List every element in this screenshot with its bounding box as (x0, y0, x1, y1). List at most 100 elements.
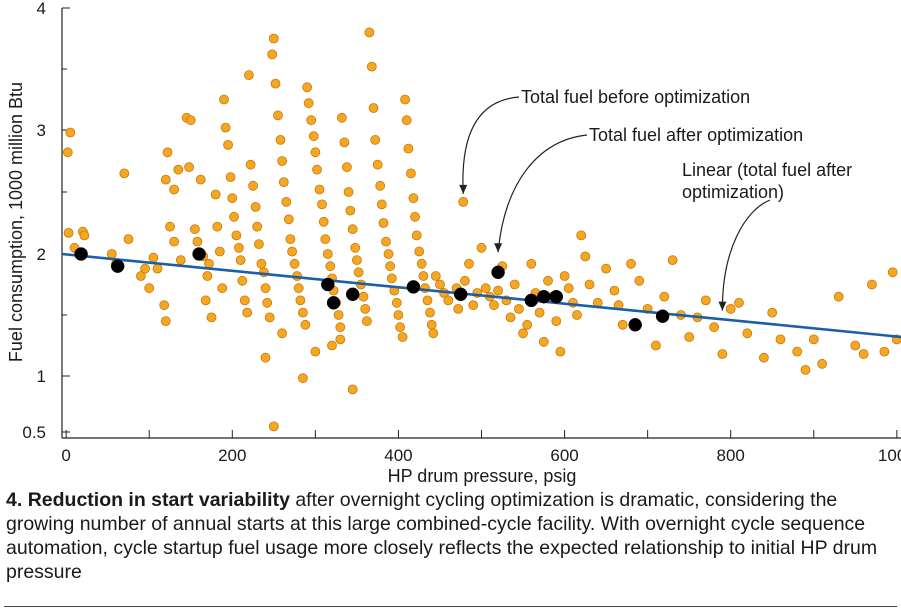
data-point-before (867, 279, 877, 290)
annotation-before: Total fuel before optimization (521, 87, 750, 107)
data-point-before (358, 291, 369, 302)
data-point-before (200, 295, 211, 306)
data-point-before (278, 177, 289, 188)
data-point-before (243, 70, 254, 80)
data-point-after (321, 277, 335, 292)
data-point-before (393, 310, 404, 320)
data-point-before (430, 271, 441, 281)
data-point-before (283, 214, 294, 225)
data-point-before (65, 127, 76, 138)
data-point-before (817, 358, 827, 369)
data-point-before (343, 187, 354, 197)
data-point-before (302, 82, 313, 93)
data-point-before (386, 273, 397, 284)
data-point-before (339, 137, 350, 148)
data-point-before (325, 261, 336, 272)
data-point-before (277, 328, 288, 339)
y-tick-labels: 0.5 1 2 3 4 (22, 0, 46, 442)
data-point-before (318, 216, 329, 227)
figure-caption: 4. Reduction in start variability after … (6, 488, 898, 584)
data-point-before (551, 316, 562, 327)
data-point-before (333, 310, 344, 320)
data-point-before (717, 349, 728, 359)
data-point-before (310, 147, 321, 158)
data-point-before (364, 27, 375, 38)
x-tick-label: 0 (61, 446, 70, 465)
data-point-before (634, 275, 645, 286)
data-point-before (601, 263, 611, 274)
data-point-before (360, 303, 371, 314)
data-point-before (372, 159, 383, 170)
data-point-before (414, 246, 425, 257)
data-point-before (428, 328, 439, 339)
data-point-before (173, 164, 184, 175)
data-point-before (514, 303, 524, 314)
data-point-before (351, 255, 362, 266)
data-point-before (347, 384, 358, 395)
data-point-after (326, 296, 341, 310)
data-point-before (350, 242, 361, 253)
data-point-before (391, 297, 402, 308)
data-point-before (297, 373, 308, 384)
data-point-after (406, 280, 421, 294)
data-point-before (162, 147, 173, 158)
data-point-before (227, 193, 238, 204)
data-point-before (206, 312, 217, 323)
data-point-before (303, 98, 314, 109)
data-point-before (563, 283, 574, 294)
data-point-before (165, 221, 175, 232)
data-point-before (453, 303, 464, 314)
data-point-after (110, 259, 125, 273)
data-point-before (184, 162, 195, 173)
x-tick-label: 200 (218, 446, 246, 465)
data-point-before (464, 258, 474, 269)
data-point-after (524, 293, 539, 308)
data-point-before (148, 252, 159, 263)
data-point-before (800, 364, 811, 375)
data-point-before (264, 312, 275, 323)
data-point-before (887, 267, 898, 278)
data-point-before (543, 275, 553, 286)
data-point-before (345, 205, 356, 216)
data-point-before (214, 246, 225, 257)
data-point-before (152, 263, 163, 274)
data-point-before (106, 249, 117, 259)
data-point-before (376, 199, 387, 210)
data-point-before (335, 334, 346, 345)
data-point-before (169, 236, 180, 247)
data-point-before (408, 193, 419, 204)
data-point-before (534, 307, 545, 318)
data-point-before (400, 94, 411, 105)
data-point-before (79, 230, 90, 241)
data-point-before (767, 307, 778, 318)
data-point-before (314, 184, 325, 195)
data-point-before (555, 346, 566, 357)
data-point-before (189, 224, 200, 235)
data-point-before (559, 271, 570, 281)
data-point-before (62, 147, 73, 158)
data-point-before (850, 340, 861, 351)
data-point-before (522, 319, 533, 330)
data-point-before (617, 319, 628, 330)
data-point-before (879, 346, 890, 357)
data-point-before (320, 234, 331, 245)
data-point-before (403, 143, 414, 154)
data-point-before (289, 258, 300, 269)
data-point-before (347, 224, 358, 235)
data-point-before (443, 295, 454, 306)
data-point-before (293, 283, 304, 294)
data-point-before (584, 279, 595, 290)
data-point-after (628, 318, 642, 332)
y-tick-label: 4 (37, 0, 46, 18)
data-point-before (262, 297, 273, 308)
data-point-before (237, 275, 248, 286)
annotation-linear-arrow-head (718, 301, 727, 311)
data-point-before (277, 156, 288, 166)
annotation-linear-line2: optimization) (682, 182, 784, 202)
data-point-before (285, 234, 296, 245)
data-point-before (775, 334, 786, 345)
data-point-before (425, 307, 435, 318)
data-point-before (411, 230, 422, 241)
data-point-before (245, 159, 256, 170)
y-tick-label: 2 (37, 245, 46, 264)
